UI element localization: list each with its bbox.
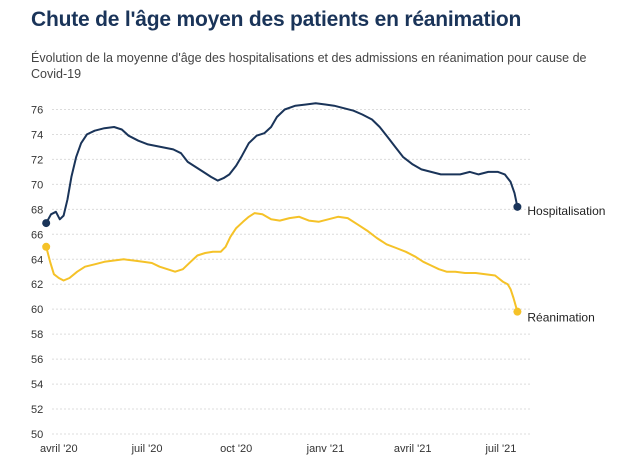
y-tick-label: 56 [31,354,43,366]
y-tick-label: 50 [31,429,43,441]
x-tick-label: oct '20 [220,443,252,455]
y-tick-label: 76 [31,104,43,116]
x-axis: avril '20 juil '20 oct '20 janv '21 avril '2… [40,443,516,455]
y-axis: 76 74 72 70 68 66 64 62 60 58 56 54 52 50 [31,104,43,441]
y-tick-label: 72 [31,154,43,166]
y-tick-label: 54 [31,379,43,391]
y-tick-label: 58 [31,329,43,341]
series-label-hospitalisation: Hospitalisation [527,204,605,218]
chart-title: Chute de l'âge moyen des patients en réa… [31,8,522,31]
y-tick-label: 52 [31,404,43,416]
x-tick-label: janv '21 [306,443,345,455]
y-tick-label: 68 [31,204,43,216]
x-tick-label: juil '20 [131,443,163,455]
series-label-reanimation: Réanimation [527,311,594,325]
x-tick-label: juil '21 [484,443,516,455]
y-tick-label: 64 [31,254,43,266]
x-tick-label: avril '21 [394,443,432,455]
chart-subtitle: Évolution de la moyenne d'âge des hospit… [31,51,587,81]
series-line-reanimation [45,212,519,313]
series-start-point-reanimation [42,242,51,251]
y-tick-label: 74 [31,129,43,141]
series-start-point-hospitalisation [42,219,51,228]
series-line-hospitalisation [45,102,519,225]
y-tick-label: 66 [31,229,43,241]
series-end-point-hospitalisation [513,202,522,211]
series-end-point-reanimation [513,307,522,316]
y-tick-label: 70 [31,179,43,191]
series-lines: Hospitalisation Réanimation [42,102,605,325]
y-tick-label: 62 [31,279,43,291]
y-tick-label: 60 [31,304,43,316]
x-tick-label: avril '20 [40,443,78,455]
